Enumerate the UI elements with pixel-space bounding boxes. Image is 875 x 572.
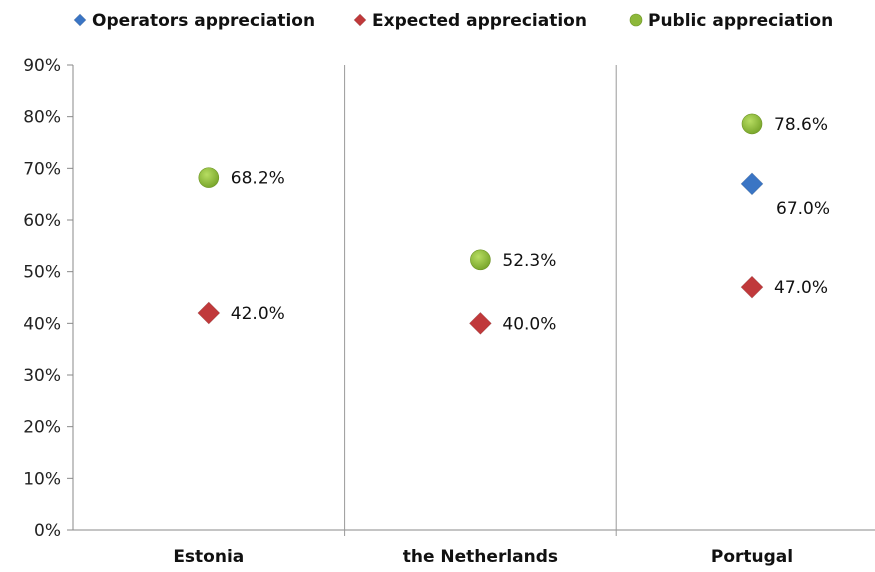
legend-item: Public appreciation (629, 11, 833, 31)
y-tick-label: 60% (23, 211, 61, 231)
y-tick-label: 70% (23, 159, 61, 179)
y-tick-label: 80% (23, 108, 61, 128)
data-label: 42.0% (231, 304, 285, 324)
data-point (741, 113, 763, 135)
y-tick-label: 90% (23, 56, 61, 76)
x-tick-label: Portugal (711, 547, 793, 567)
x-tick-label: Estonia (173, 547, 244, 567)
legend-label: Expected appreciation (372, 11, 587, 31)
y-tick-label: 40% (23, 314, 61, 334)
data-label: 40.0% (502, 314, 556, 334)
x-tick-label: the Netherlands (403, 547, 558, 567)
legend-item: Operators appreciation (73, 11, 315, 31)
y-tick-label: 50% (23, 263, 61, 283)
data-point (468, 311, 492, 335)
legend: Operators appreciation Expected appreciat… (73, 11, 833, 31)
data-label: 68.2% (231, 169, 285, 189)
y-tick-label: 30% (23, 366, 61, 386)
legend-marker (629, 13, 643, 27)
legend-marker (73, 13, 87, 27)
legend-label: Operators appreciation (92, 11, 315, 31)
data-point (197, 301, 221, 325)
data-point (470, 249, 491, 271)
legend-marker (353, 13, 367, 27)
data-label: 67.0% (776, 199, 830, 219)
legend-label: Public appreciation (648, 11, 833, 31)
y-tick-label: 20% (23, 418, 61, 438)
data-label: 78.6% (774, 115, 828, 135)
y-tick-label: 0% (34, 521, 61, 541)
data-point (740, 172, 764, 196)
data-marks: 67.0% 42.0% 40.0% 47.0% 68.2% 52.3% 78.6% (197, 113, 830, 335)
data-point (740, 275, 764, 299)
legend-item: Expected appreciation (353, 11, 587, 31)
axes: 0% 10% 20% 30% 40% 50% 60% 70% 80% 90% Estonia the … (23, 56, 875, 567)
y-tick-label: 10% (23, 469, 61, 489)
data-label: 47.0% (774, 278, 828, 298)
data-point (198, 167, 220, 188)
data-label: 52.3% (502, 251, 556, 271)
